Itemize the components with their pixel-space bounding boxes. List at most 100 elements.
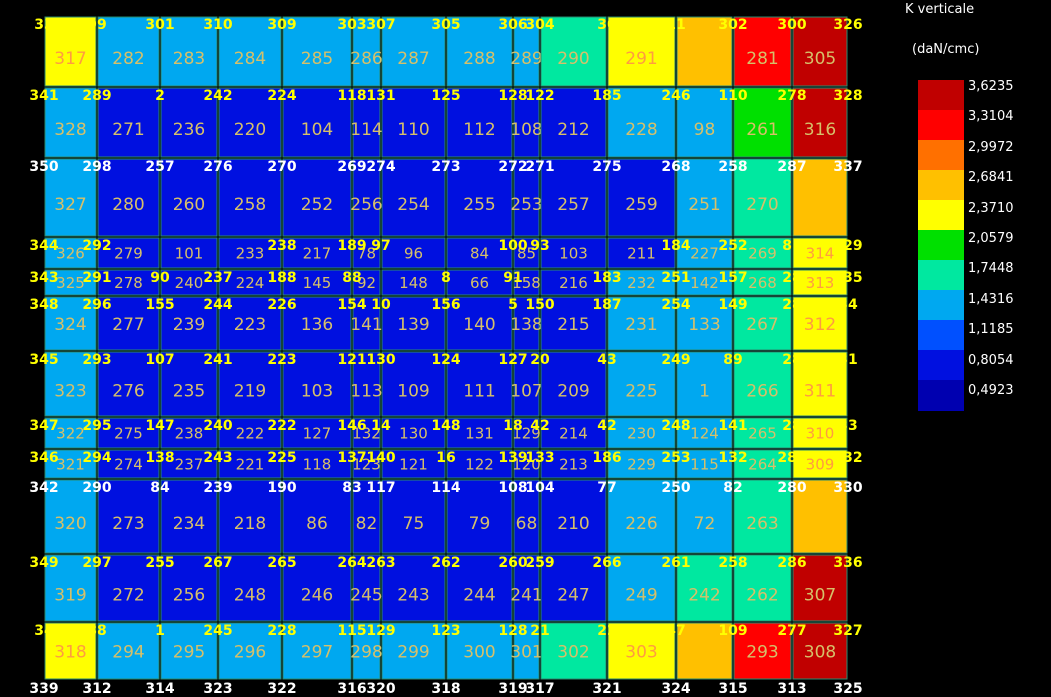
node-label: 264 xyxy=(337,555,366,571)
node-label: 99 xyxy=(87,17,106,33)
node-label: 155 xyxy=(145,297,174,313)
legend-tick-label: 0,8054 xyxy=(968,352,1014,368)
heatmap-cell xyxy=(282,479,352,554)
heatmap-cell xyxy=(44,449,97,479)
heatmap-cell xyxy=(607,449,676,479)
heatmap-cell xyxy=(282,269,352,296)
node-label: 123 xyxy=(431,623,460,639)
heatmap-cell xyxy=(513,87,540,158)
cell-value-label: 136 xyxy=(301,315,333,335)
cell-value-label: 293 xyxy=(746,642,778,662)
heatmap-cell xyxy=(97,554,160,622)
cell-value-label: 141 xyxy=(350,315,382,335)
node-label: 28 xyxy=(782,297,801,313)
node-label: 301 xyxy=(145,17,174,33)
heatmap-cell xyxy=(792,622,848,680)
node-label: 124 xyxy=(431,352,460,368)
heatmap-cell xyxy=(446,449,513,479)
node-label: 104 xyxy=(525,480,554,496)
node-label: 117 xyxy=(366,480,395,496)
cell-value-label: 210 xyxy=(557,514,589,534)
node-label: 253 xyxy=(661,450,690,466)
cell-value-label: 242 xyxy=(688,585,720,605)
node-label: 239 xyxy=(203,480,232,496)
node-label: 241 xyxy=(203,352,232,368)
node-label: 272 xyxy=(498,159,527,175)
node-label: 47 xyxy=(666,623,685,639)
node-label: 118 xyxy=(337,88,366,104)
cell-value-label: 260 xyxy=(173,195,205,215)
heatmap-cell xyxy=(97,87,160,158)
heatmap-cell xyxy=(97,351,160,417)
heatmap-cell xyxy=(352,237,381,269)
heatmap-cell xyxy=(381,158,446,237)
cell-value-label: 282 xyxy=(112,49,144,69)
cell-value-label: 262 xyxy=(746,585,778,605)
legend-unit: (daN/cmc) xyxy=(912,42,980,57)
cell-value-label: 124 xyxy=(690,425,719,443)
cell-value-label: 311 xyxy=(804,381,836,401)
cell-value-label: 148 xyxy=(399,274,428,292)
cell-value-label: 326 xyxy=(56,245,85,263)
node-label: 337 xyxy=(833,159,862,175)
cell-value-label: 255 xyxy=(463,195,495,215)
heatmap-cell xyxy=(676,16,733,87)
node-label: 97 xyxy=(371,238,390,254)
node-label: 21 xyxy=(530,623,549,639)
node-label: 303 xyxy=(337,17,366,33)
cell-value-label: 252 xyxy=(301,195,333,215)
node-label: 132 xyxy=(718,450,747,466)
cell-value-label: 233 xyxy=(236,245,265,263)
heatmap-cell xyxy=(218,351,282,417)
cell-value-label: 281 xyxy=(746,49,778,69)
node-label: 330 xyxy=(833,480,862,496)
node-label: 189 xyxy=(337,238,366,254)
heatmap-cell xyxy=(676,87,733,158)
heatmap-cell xyxy=(218,417,282,449)
node-label: 88 xyxy=(342,270,361,286)
heatmap-cell xyxy=(676,351,733,417)
node-label: 302 xyxy=(718,17,747,33)
cell-value-label: 121 xyxy=(399,456,428,474)
heatmap-cell xyxy=(352,158,381,237)
legend-swatch xyxy=(918,110,964,141)
node-label: 240 xyxy=(203,418,232,434)
node-label: 28 xyxy=(782,352,801,368)
cell-value-label: 313 xyxy=(806,274,835,292)
node-label: 265 xyxy=(267,555,296,571)
node-label: 16 xyxy=(436,450,455,466)
cell-value-label: 296 xyxy=(234,642,266,662)
node-label: 137 xyxy=(337,450,366,466)
cell-value-label: 92 xyxy=(357,274,376,292)
cell-value-label: 209 xyxy=(557,381,589,401)
node-label: 82 xyxy=(723,480,742,496)
node-label: 332 xyxy=(833,450,862,466)
heatmap-cell xyxy=(446,351,513,417)
node-label: 147 xyxy=(145,418,174,434)
cell-value-label: 297 xyxy=(301,642,333,662)
node-label: 296 xyxy=(82,297,111,313)
heatmap-cell xyxy=(218,296,282,351)
heatmap-cell xyxy=(607,479,676,554)
cell-value-label: 103 xyxy=(301,381,333,401)
heatmap-cell xyxy=(792,158,848,237)
cell-value-label: 221 xyxy=(236,456,265,474)
heatmap-cell xyxy=(446,479,513,554)
heatmap-cell xyxy=(160,87,218,158)
cell-value-label: 289 xyxy=(510,49,542,69)
legend-tick-label: 2,6841 xyxy=(968,170,1014,186)
color-scale-bar xyxy=(918,80,964,411)
cell-value-label: 220 xyxy=(234,120,266,140)
cell-value-label: 271 xyxy=(112,120,144,140)
cell-value-label: 101 xyxy=(175,245,204,263)
heatmap-cell xyxy=(282,417,352,449)
node-label: 226 xyxy=(267,297,296,313)
heatmap-cell xyxy=(513,296,540,351)
heatmap-cell xyxy=(282,554,352,622)
node-label: 121 xyxy=(337,352,366,368)
cell-value-label: 111 xyxy=(463,381,495,401)
heatmap-cell xyxy=(446,269,513,296)
cell-value-label: 256 xyxy=(173,585,205,605)
node-label: 34 xyxy=(838,297,858,313)
cell-value-label: 230 xyxy=(627,425,656,443)
